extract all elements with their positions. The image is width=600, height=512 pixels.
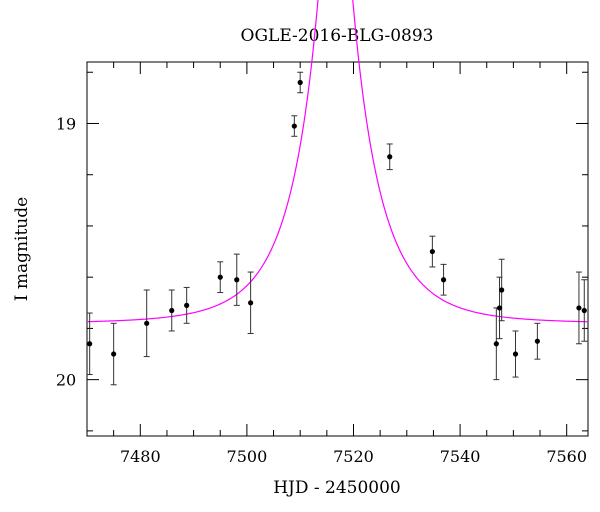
x-tick-label: 7540 <box>440 447 481 466</box>
data-point <box>87 341 93 347</box>
data-point <box>387 154 393 160</box>
data-point <box>499 287 505 293</box>
data-point <box>217 274 223 280</box>
data-point <box>234 277 240 283</box>
model-curve <box>86 0 589 323</box>
data-point <box>184 302 190 308</box>
data-point <box>111 351 117 357</box>
data-point <box>576 305 582 311</box>
x-axis-title: HJD - 2450000 <box>273 478 401 498</box>
x-tick-label: 7520 <box>333 447 374 466</box>
axis-tick-labels: 74807500752075407560181920 <box>56 114 587 466</box>
data-point <box>169 307 175 314</box>
axis-ticks <box>86 62 588 436</box>
data-point <box>144 320 150 326</box>
data-point <box>534 338 540 344</box>
x-tick-label: 7560 <box>546 447 587 466</box>
data-point <box>512 351 519 357</box>
y-tick-label: 19 <box>56 114 76 133</box>
error-bars <box>86 71 588 386</box>
data-point <box>581 307 587 314</box>
data-points <box>87 79 587 357</box>
data-point <box>429 248 435 255</box>
y-axis-title: I magnitude <box>12 197 32 301</box>
plot-frame <box>86 61 589 437</box>
data-point <box>297 79 303 86</box>
data-point <box>291 123 297 129</box>
data-point <box>440 277 447 283</box>
data-point <box>248 300 254 306</box>
chart-title: OGLE-2016-BLG-0893 <box>241 26 434 46</box>
y-tick-label: 20 <box>56 371 76 390</box>
data-point <box>496 305 503 311</box>
x-tick-label: 7500 <box>227 447 268 466</box>
x-tick-label: 7480 <box>120 447 161 466</box>
data-point <box>493 341 499 347</box>
